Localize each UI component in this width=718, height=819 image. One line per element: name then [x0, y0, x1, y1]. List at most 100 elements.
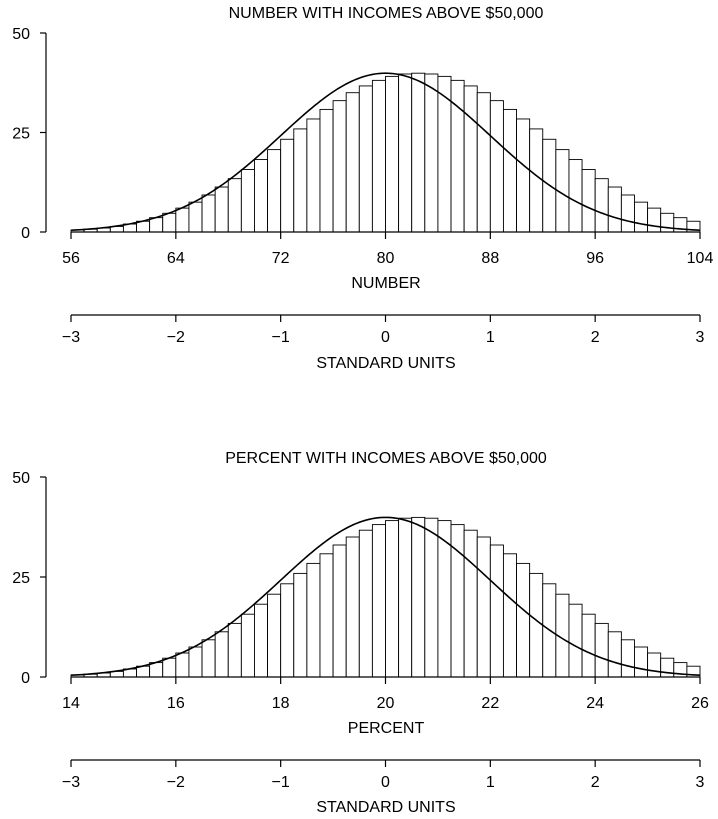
standard-units-ticks: −3 −2 −1 0 1 2 3 [62, 760, 705, 791]
histogram-bar [280, 138, 295, 233]
histogram-bar [634, 646, 649, 678]
histogram-bar [594, 622, 609, 678]
histogram-bar [647, 652, 662, 678]
chart-percent: PERCENT WITH INCOMES ABOVE $50,000 0 25 50… [12, 450, 709, 816]
histogram-bar [175, 207, 190, 233]
histogram-bar [476, 92, 491, 233]
histogram-bar [214, 631, 229, 678]
standard-units-tick-label: 0 [381, 329, 390, 346]
x-tick-label: 64 [167, 250, 185, 267]
x-tick-label: 104 [687, 250, 714, 267]
x-tick-label: 96 [586, 250, 604, 267]
histogram-bar [267, 593, 282, 678]
histogram-bar [254, 159, 269, 233]
histogram-bar [188, 201, 203, 233]
histogram-bar [620, 194, 635, 233]
x-tick-label: 80 [377, 250, 395, 267]
x-axis-label: PERCENT [348, 720, 425, 737]
histogram-bar [502, 108, 517, 233]
x-axis-ticks: 56 64 72 80 88 96 104 [62, 232, 713, 267]
x-axis-label: NUMBER [351, 275, 420, 292]
histogram-bar [267, 149, 282, 233]
histogram-bar [240, 613, 255, 678]
histogram-bar [660, 657, 675, 678]
histogram-bar [240, 169, 255, 233]
histogram-bar [516, 118, 531, 233]
standard-units-label: STANDARD UNITS [316, 355, 455, 372]
chart-title: NUMBER WITH INCOMES ABOVE $50,000 [229, 5, 544, 22]
histogram-bar [254, 603, 269, 678]
histogram-bar [581, 613, 596, 678]
x-tick-label: 22 [481, 695, 499, 712]
histogram-bar [620, 639, 635, 678]
x-tick-label: 24 [586, 695, 604, 712]
y-tick-label: 50 [12, 26, 30, 43]
x-tick-label: 88 [481, 250, 499, 267]
histogram-bar [411, 516, 426, 678]
histogram-bar [280, 583, 295, 678]
chart-title: PERCENT WITH INCOMES ABOVE $50,000 [225, 450, 547, 467]
histogram-bar [594, 178, 609, 233]
standard-units-tick-label: 3 [696, 774, 705, 791]
histogram-bar [345, 92, 360, 233]
histogram-bar [175, 652, 190, 678]
standard-units-tick-label: −1 [272, 774, 290, 791]
x-tick-label: 20 [377, 695, 395, 712]
histogram-bar [411, 72, 426, 233]
y-tick-label: 50 [12, 470, 30, 487]
histogram-bar [529, 128, 544, 233]
standard-units-tick-label: 2 [591, 329, 600, 346]
x-tick-label: 16 [167, 695, 185, 712]
histogram-bar [214, 186, 229, 233]
histogram-bar [424, 73, 439, 233]
x-tick-label: 26 [691, 695, 709, 712]
histogram-bar [581, 169, 596, 233]
histogram-bar [332, 100, 347, 233]
histogram-bar [476, 536, 491, 678]
histogram-bar [607, 186, 622, 233]
histogram-bar [319, 553, 334, 678]
histogram-bar [607, 631, 622, 678]
normal-curve [70, 516, 701, 677]
x-tick-label: 14 [62, 695, 80, 712]
histogram-bar [529, 572, 544, 678]
histogram-bar [358, 85, 373, 233]
x-axis-ticks: 14 16 18 20 22 24 26 [62, 677, 709, 712]
chart-number: NUMBER WITH INCOMES ABOVE $50,000 02550 … [12, 5, 713, 372]
standard-units-label: STANDARD UNITS [316, 799, 455, 816]
histogram-bar [162, 657, 177, 678]
histogram-bar [385, 75, 400, 233]
histogram-bar [385, 520, 400, 678]
histogram-bar [463, 85, 478, 233]
y-tick-label: 25 [12, 570, 30, 587]
histogram-bar [463, 529, 478, 678]
standard-units-tick-label: −3 [62, 774, 80, 791]
histogram-bar [201, 639, 216, 678]
normal-curve [70, 72, 701, 232]
standard-units-tick-label: 2 [591, 774, 600, 791]
histogram-bar [489, 544, 504, 678]
histogram-bar [568, 159, 583, 233]
histogram-bar [634, 201, 649, 233]
standard-units-tick-label: −1 [272, 329, 290, 346]
y-axis: 0 25 50 [12, 470, 47, 687]
standard-units-tick-label: −3 [62, 329, 80, 346]
x-tick-label: 18 [272, 695, 290, 712]
bars [70, 516, 701, 678]
histogram-bar [647, 207, 662, 233]
bars [70, 72, 701, 233]
y-tick-label: 0 [21, 225, 30, 242]
histogram-bar [149, 662, 164, 678]
histogram-bar [502, 553, 517, 678]
histogram-bar [149, 217, 164, 233]
histogram-bar [345, 536, 360, 678]
histogram-bar [660, 212, 675, 233]
standard-units-tick-label: −2 [167, 774, 185, 791]
histogram-bar [227, 622, 242, 678]
histogram-bar [293, 572, 308, 678]
histogram-bar [306, 118, 321, 233]
standard-units-tick-label: 1 [486, 329, 495, 346]
histogram-bar [516, 562, 531, 678]
histogram-bar [201, 194, 216, 233]
